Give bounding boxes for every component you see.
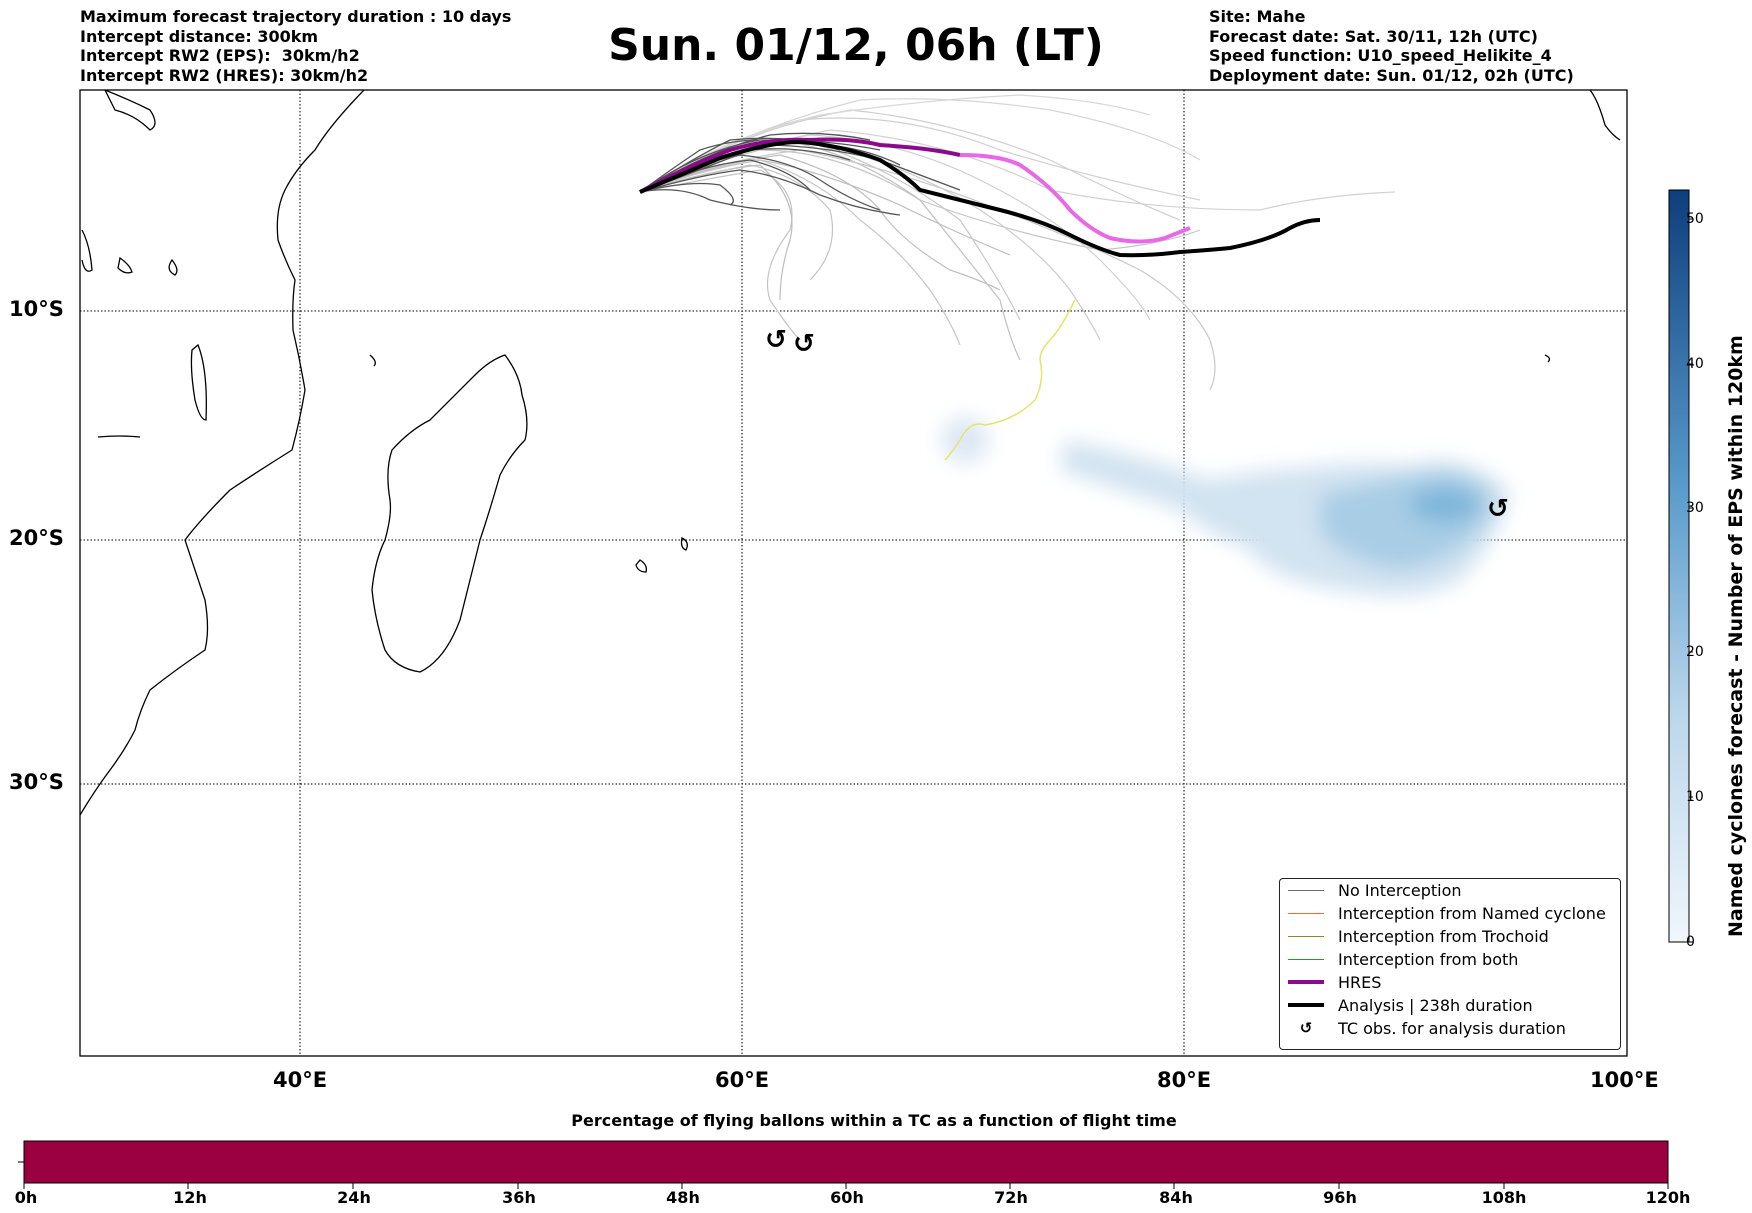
colorbar-tick-label: 50 [1686, 211, 1704, 227]
timebar-tick-label: 72h [994, 1188, 1028, 1207]
timebar-tick-label: 108h [1481, 1188, 1527, 1207]
tc-symbol-icon: ↺ [765, 325, 787, 355]
legend-item: HRES [1288, 971, 1381, 993]
lon-tick-label: 60°E [715, 1068, 770, 1092]
header-line: Site: Mahe [1209, 7, 1306, 26]
legend-label: Analysis | 238h duration [1338, 995, 1533, 1015]
timebar-title: Percentage of flying ballons within a TC… [571, 1111, 1177, 1130]
hres-track-late [959, 153, 1191, 244]
header-line: Speed function: U10_speed_Helikite_4 [1209, 46, 1552, 65]
legend-label: No Interception [1338, 880, 1462, 900]
header-line: Intercept RW2 (HRES): 30km/h2 [80, 65, 369, 85]
legend-swatch [1288, 889, 1324, 891]
legend-swatch [1288, 1003, 1324, 1007]
timebar-tick-label: 48h [666, 1188, 700, 1207]
colorbar-tick-label: 0 [1686, 934, 1695, 950]
legend-label: Interception from Trochoid [1338, 926, 1549, 946]
timebar-tick-label: 60h [830, 1188, 864, 1207]
timebar-tick-label: 12h [173, 1188, 207, 1207]
map-legend: No Interception Interception from Named … [1279, 878, 1621, 1050]
header-line: Maximum forecast trajectory duration : 1… [80, 7, 512, 26]
tc-symbol-icon: ↺ [1487, 494, 1509, 524]
timebar-tick-label: 0h [14, 1188, 38, 1207]
lon-tick-label: 40°E [273, 1068, 328, 1092]
lat-tick-label: 30°S [9, 770, 64, 794]
legend-swatch [1288, 912, 1324, 914]
legend-swatch [1288, 958, 1324, 960]
legend-item: No Interception [1288, 879, 1462, 901]
colorbar-label: Named cyclones forecast - Number of EPS … [1725, 335, 1747, 937]
trochoid-track [944, 299, 1076, 461]
lat-tick-label: 20°S [9, 526, 64, 550]
colorbar-tick-label: 20 [1686, 644, 1704, 660]
legend-item: Interception from both [1288, 948, 1518, 970]
timebar-tick-label: 24h [337, 1188, 371, 1207]
cyclone-density-area [941, 416, 1510, 596]
legend-item: Interception from Named cyclone [1288, 902, 1606, 924]
timebar-tick-label: 84h [1159, 1188, 1193, 1207]
legend-label: Interception from Named cyclone [1338, 903, 1606, 923]
lat-tick-label: 10°S [9, 297, 64, 321]
timebar-tick-label: 96h [1323, 1188, 1357, 1207]
header-info-right: Site: Mahe Forecast date: Sat. 30/11, 12… [1209, 7, 1574, 85]
legend-label: Interception from both [1338, 949, 1519, 969]
legend-swatch [1288, 980, 1324, 984]
hres-track [639, 137, 961, 194]
colorbar-tick-label: 30 [1686, 500, 1704, 516]
legend-label: TC obs. for analysis duration [1338, 1018, 1566, 1038]
header-line: Intercept RW2 (EPS): 30km/h2 [80, 46, 360, 65]
header-line: Forecast date: Sat. 30/11, 12h (UTC) [1209, 26, 1538, 46]
legend-item: Analysis | 238h duration [1288, 994, 1533, 1016]
tc-obs-markers: ↺ ↺ ↺ [765, 325, 1509, 524]
legend-item: ↺ TC obs. for analysis duration [1288, 1017, 1566, 1039]
colorbar-tick-label: 40 [1686, 356, 1704, 372]
lon-tick-label: 80°E [1157, 1068, 1212, 1092]
header-line: Intercept distance: 300km [80, 26, 319, 46]
header-info-left: Maximum forecast trajectory duration : 1… [80, 7, 511, 85]
tc-symbol-icon: ↺ [793, 329, 815, 359]
timebar-tick-label: 120h [1645, 1188, 1691, 1207]
legend-label: HRES [1338, 972, 1382, 992]
colorbar-tick-label: 10 [1686, 789, 1704, 805]
lon-tick-label: 100°E [1590, 1068, 1659, 1092]
tc-symbol-icon: ↺ [1299, 1019, 1313, 1037]
coastlines [80, 90, 1621, 816]
time-percentage-bar [23, 1140, 1669, 1184]
legend-item: Interception from Trochoid [1288, 925, 1549, 947]
header-line: Deployment date: Sun. 01/12, 02h (UTC) [1209, 65, 1574, 85]
timebar-tick-label: 36h [502, 1188, 536, 1207]
figure-title: Sun. 01/12, 06h (LT) [608, 20, 1104, 71]
legend-swatch [1288, 935, 1324, 937]
analysis-track [639, 139, 1321, 258]
density-colorbar [1668, 189, 1690, 943]
